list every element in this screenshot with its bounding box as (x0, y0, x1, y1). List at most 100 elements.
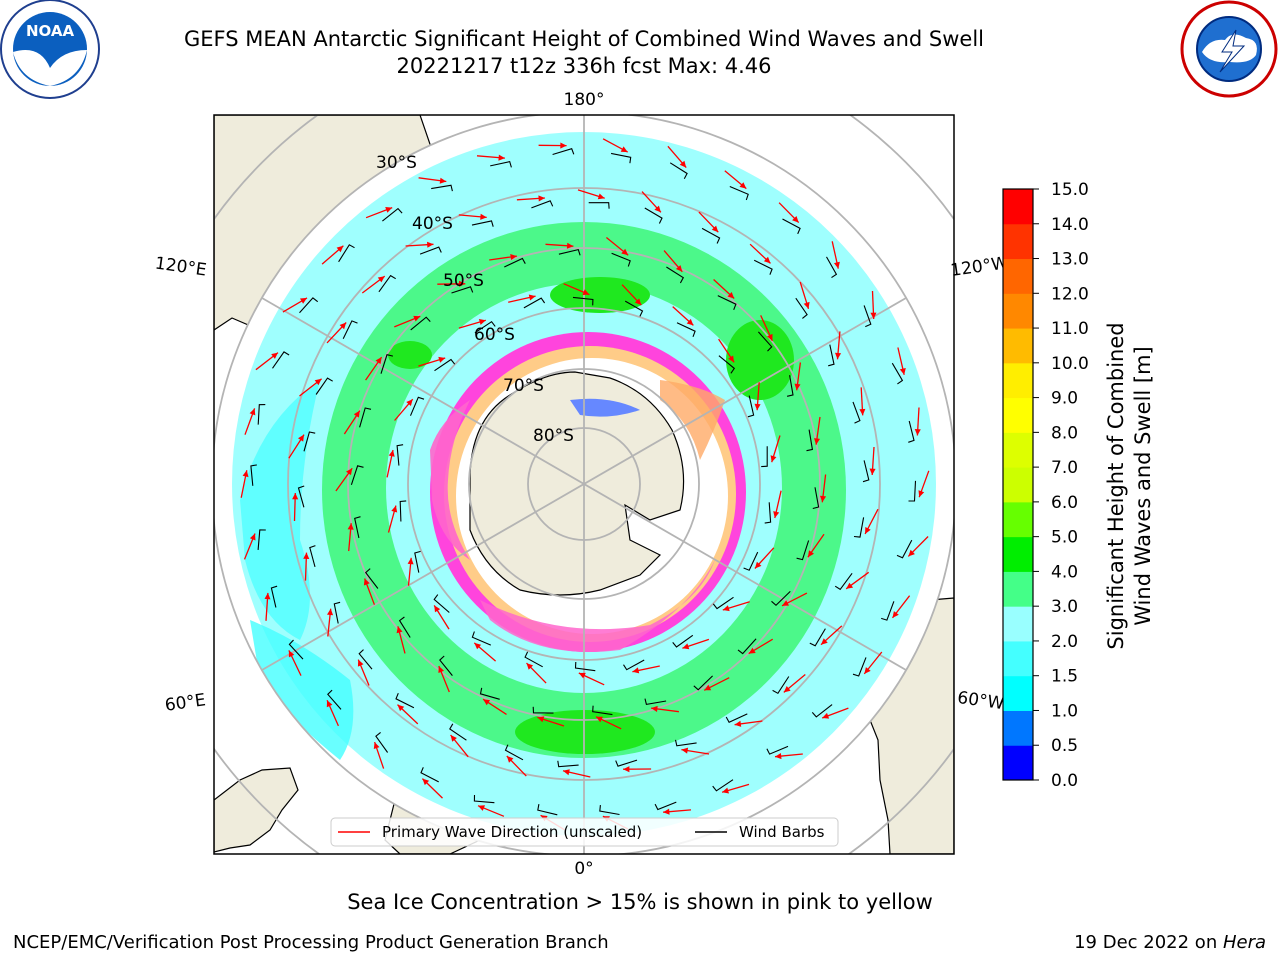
wave-arrow-head (510, 254, 517, 260)
colorbar-tick-label: 7.0 (1051, 458, 1078, 478)
wave-arrow-head (595, 716, 603, 723)
wind-barb (862, 460, 870, 483)
colorbar-tick-label: 11.0 (1051, 319, 1089, 339)
wave-arrow-head (271, 352, 278, 359)
colorbar-segment (1003, 362, 1033, 399)
colorbar-segment (1003, 467, 1033, 503)
wind-barb (327, 689, 342, 710)
wave-arrow-head (704, 684, 712, 691)
wave-arrow-head (407, 557, 414, 565)
colorbar-segment (1003, 397, 1033, 433)
wind-barb (701, 227, 721, 244)
wind-barb (380, 354, 394, 374)
wind-barb (315, 377, 333, 395)
wave-arrow-head (918, 490, 925, 498)
wind-barb (737, 638, 757, 655)
wind-barb (471, 631, 492, 646)
wind-barb (676, 322, 696, 337)
wave-arrow-head (373, 742, 380, 749)
wind-barb (599, 805, 620, 816)
wind-barb (772, 676, 790, 695)
wind-barb (303, 431, 316, 452)
colorbar-title-line1: Significant Height of Combined (1104, 322, 1128, 649)
colorbar-tick-label: 2.0 (1051, 632, 1078, 652)
wave-arrow-head (620, 146, 628, 153)
wind-legend-label: Wind Barbs (739, 823, 825, 841)
colorbar-segment (1003, 640, 1033, 677)
wind-barb (257, 404, 266, 425)
lat-label-40s: 40°S (412, 214, 453, 234)
wave-arrow-head (478, 805, 485, 811)
wind-barb (588, 202, 610, 209)
wave-arrow-head (722, 787, 729, 794)
wave-arrow-head (711, 225, 719, 233)
colorbar-segment (1003, 675, 1033, 711)
wave-arrow-head (727, 292, 735, 299)
wind-barb (809, 628, 826, 647)
wave-arrow-head (578, 672, 586, 679)
wave-arrow-head (353, 410, 360, 418)
wave-arrow-head (560, 142, 567, 149)
wind-barb (644, 207, 663, 224)
wind-barb (409, 396, 425, 416)
wave-arrow-head (621, 248, 629, 256)
wave-arrow-head (834, 261, 840, 269)
wind-barb (378, 274, 396, 293)
map-panel (214, 115, 954, 854)
wave-arrow-head (767, 333, 773, 341)
colorbar-tick-label: 5.0 (1051, 528, 1078, 548)
wave-arrow-head (682, 643, 690, 650)
wind-barb (782, 218, 801, 235)
wind-barb (891, 362, 904, 385)
wind-barb (828, 344, 835, 367)
wind-barb (474, 320, 496, 334)
wave-arrow-head (434, 605, 441, 613)
wave-arrow-head (870, 312, 877, 319)
wind-barb (358, 649, 373, 670)
wave-arrow-head (654, 205, 661, 213)
wave-arrow-head (775, 753, 782, 760)
wave-arrow-head (820, 495, 827, 503)
wind-barb (270, 585, 278, 608)
vector-field (240, 138, 930, 831)
colorbar-tick-label: 13.0 (1051, 250, 1089, 270)
wind-barb (364, 568, 379, 589)
wave-arrow-head (438, 356, 446, 363)
wind-barb (398, 616, 411, 638)
colorbar-title-line2: Wind Waves and Swell [m] (1131, 346, 1155, 626)
wind-barb (532, 706, 554, 714)
wind-barb (712, 779, 734, 792)
wave-arrow-head (754, 561, 762, 569)
wave-arrow-head (385, 207, 393, 213)
lon-label-120w: 120°W (949, 253, 1009, 281)
noaa-logo: NOAA (0, 0, 100, 99)
wind-barb (342, 320, 358, 340)
wave-arrow-head (427, 241, 434, 248)
wind-barb (795, 297, 808, 319)
wave-arrow-head (346, 468, 353, 476)
wave-arrow-head (794, 383, 801, 391)
colorbar-segment (1003, 432, 1033, 468)
wind-barb (420, 767, 439, 783)
wind-barb (834, 572, 853, 591)
wave-arrow-head (782, 600, 789, 606)
colorbar-tick-label: 9.0 (1051, 389, 1078, 409)
wave-arrow-head (835, 352, 842, 360)
wind-barb (610, 152, 632, 164)
wind-barb (471, 220, 494, 227)
wind-barb (451, 286, 474, 294)
wind-barb (558, 248, 581, 256)
wave-arrow-head (249, 408, 256, 416)
lat-label-60s: 60°S (474, 325, 515, 345)
wind-barb (747, 395, 755, 418)
wind-barb (592, 705, 613, 716)
lon-label-60e: 60°E (164, 690, 207, 715)
wind-barb (297, 485, 305, 508)
wave-arrow-head (566, 242, 574, 249)
colorbar-tick-label: 0.5 (1051, 736, 1078, 756)
wind-barb (766, 745, 789, 755)
wave-arrow-head (623, 766, 630, 773)
wave-arrow-head (249, 533, 256, 541)
wind-barb (504, 744, 524, 761)
wind-barb (753, 259, 773, 275)
